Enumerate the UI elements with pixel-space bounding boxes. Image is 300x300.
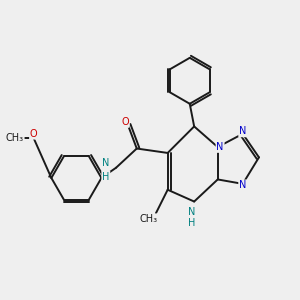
Text: O: O bbox=[30, 129, 38, 139]
Text: O: O bbox=[121, 117, 129, 127]
Text: CH₃: CH₃ bbox=[140, 214, 158, 224]
Text: N: N bbox=[188, 207, 195, 217]
Text: N: N bbox=[216, 142, 224, 152]
Text: N: N bbox=[239, 180, 246, 190]
Text: N: N bbox=[102, 158, 110, 168]
Text: H: H bbox=[188, 218, 195, 228]
Text: CH₃: CH₃ bbox=[5, 133, 24, 143]
Text: N: N bbox=[239, 126, 246, 136]
Text: H: H bbox=[102, 172, 110, 182]
